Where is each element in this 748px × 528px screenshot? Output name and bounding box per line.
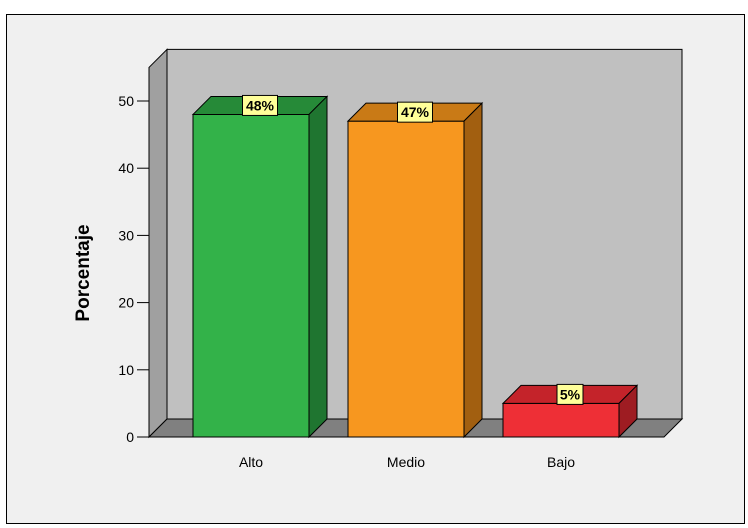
y-axis-title: Porcentaje xyxy=(73,224,94,321)
y-tick-label: 10 xyxy=(118,362,134,378)
y-tick-label: 50 xyxy=(118,93,134,109)
data-label-box xyxy=(242,94,278,116)
data-label-box xyxy=(556,383,584,405)
bar-front xyxy=(347,120,465,438)
bar-side xyxy=(308,95,328,439)
y-tick-label: 0 xyxy=(126,429,134,445)
chart-frame: 0 10 20 30 40 50 Porcentaje 48% Alto 47% Medio 5% B… xyxy=(6,14,745,524)
side-wall xyxy=(148,48,168,439)
bar-chart: 0 10 20 30 40 50 Porcentaje 48% Alto 47% Medio 5% B… xyxy=(73,48,684,470)
category-label: Bajo xyxy=(547,454,575,470)
data-label: 47% xyxy=(401,104,430,120)
bar-front xyxy=(502,402,620,438)
category-label: Medio xyxy=(387,454,425,470)
y-tick-label: 20 xyxy=(118,295,134,311)
bar-front xyxy=(192,113,310,438)
bar-medio xyxy=(346,101,484,439)
category-label: Alto xyxy=(239,454,263,470)
y-axis: 0 10 20 30 40 50 Porcentaje xyxy=(73,67,150,445)
bar-side xyxy=(618,384,638,439)
bar-side xyxy=(463,101,483,439)
data-label: 5% xyxy=(560,386,581,402)
y-tick-label: 40 xyxy=(118,160,134,176)
data-label-box xyxy=(397,101,433,123)
bar-alto xyxy=(191,95,329,439)
labels: 48% Alto 47% Medio 5% Bajo xyxy=(239,94,584,470)
data-label: 48% xyxy=(246,97,275,113)
y-tick-label: 30 xyxy=(118,227,134,243)
